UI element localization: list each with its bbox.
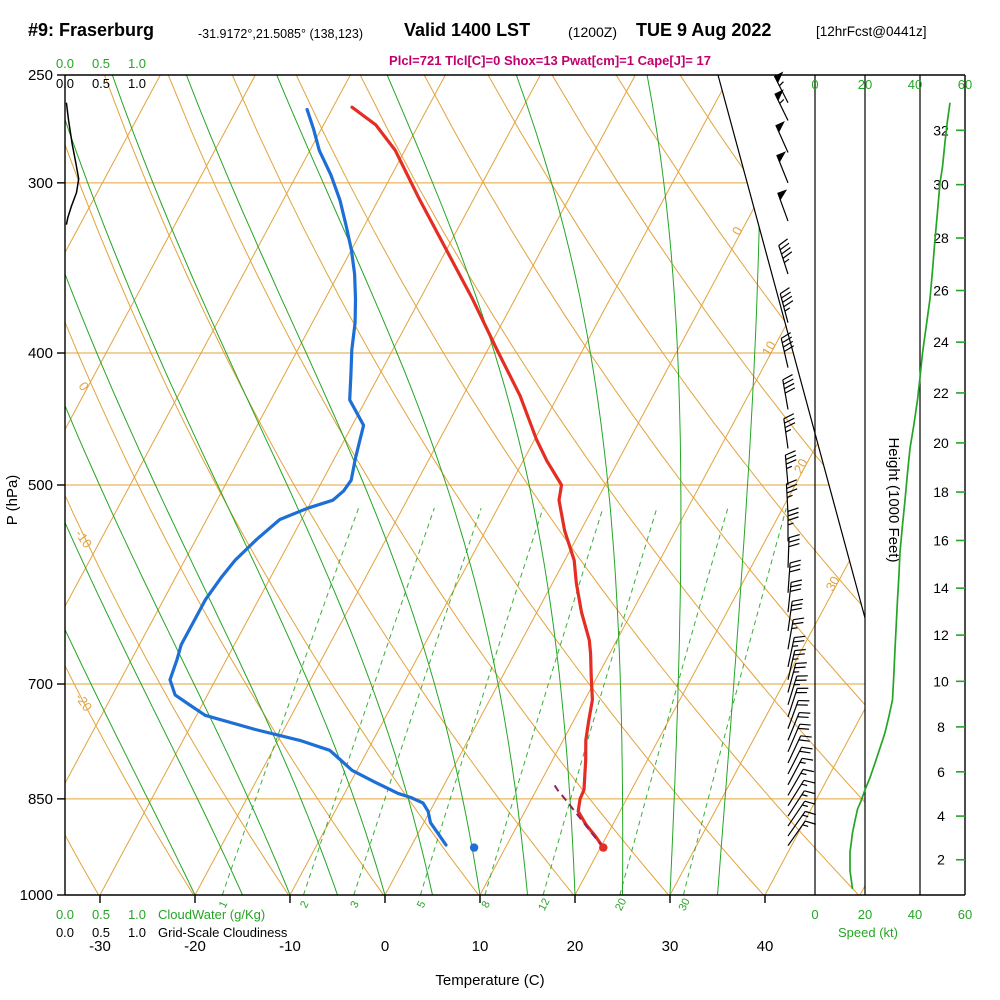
svg-text:Temperature (C): Temperature (C) — [435, 972, 544, 989]
dewpoint-trace — [168, 107, 448, 847]
svg-text:8: 8 — [479, 899, 492, 910]
svg-text:0: 0 — [811, 907, 818, 922]
svg-text:16: 16 — [933, 532, 949, 548]
surface-dewpoint-dot — [469, 843, 479, 852]
svg-text:0.0: 0.0 — [56, 76, 74, 91]
svg-text:12: 12 — [536, 896, 552, 912]
svg-text:10: 10 — [472, 938, 489, 955]
valid-time: Valid 1400 LST — [404, 20, 531, 40]
svg-text:12: 12 — [933, 627, 949, 643]
svg-text:40: 40 — [908, 907, 922, 922]
svg-text:30: 30 — [823, 574, 843, 594]
svg-text:5: 5 — [415, 899, 428, 910]
svg-text:40: 40 — [908, 77, 922, 92]
svg-text:0.0: 0.0 — [56, 925, 74, 940]
svg-text:400: 400 — [28, 345, 53, 362]
svg-text:P (hPa): P (hPa) — [4, 475, 21, 526]
svg-text:Speed (kt): Speed (kt) — [838, 925, 898, 940]
svg-text:20: 20 — [858, 907, 872, 922]
station-title: #9: Fraserburg — [28, 20, 155, 40]
svg-text:8: 8 — [937, 719, 945, 735]
parcel-trace — [552, 782, 605, 849]
svg-text:10: 10 — [933, 673, 949, 689]
valid-zulu: (1200Z) — [568, 24, 618, 40]
svg-text:20: 20 — [567, 938, 584, 955]
svg-text:30: 30 — [677, 896, 693, 912]
svg-text:6: 6 — [937, 764, 945, 780]
cloud-fraction-trace — [65, 102, 80, 225]
svg-text:300: 300 — [28, 175, 53, 192]
svg-text:0.5: 0.5 — [92, 76, 110, 91]
svg-text:22: 22 — [933, 385, 949, 401]
surface-temp-dot — [599, 843, 608, 852]
svg-text:4: 4 — [937, 808, 945, 824]
svg-text:CloudWater (g/Kg): CloudWater (g/Kg) — [158, 907, 265, 922]
svg-text:Height (1000 Feet): Height (1000 Feet) — [885, 437, 902, 562]
svg-text:20: 20 — [858, 77, 872, 92]
svg-text:18: 18 — [933, 484, 949, 500]
svg-text:0.5: 0.5 — [92, 56, 110, 71]
svg-text:0: 0 — [811, 77, 818, 92]
svg-text:2: 2 — [298, 899, 311, 910]
svg-text:30: 30 — [933, 177, 949, 193]
svg-text:20: 20 — [791, 456, 811, 476]
svg-text:40: 40 — [757, 938, 774, 955]
svg-text:2: 2 — [937, 852, 945, 868]
svg-text:0.5: 0.5 — [92, 925, 110, 940]
svg-text:60: 60 — [958, 77, 972, 92]
speed-scale: 0 0 20 20 40 40 60 60 Speed (kt) — [811, 77, 972, 940]
svg-text:0.0: 0.0 — [56, 907, 74, 922]
svg-text:24: 24 — [933, 334, 949, 350]
svg-text:30: 30 — [662, 938, 679, 955]
speed-trace — [849, 102, 951, 890]
svg-text:0: 0 — [75, 379, 91, 394]
svg-text:26: 26 — [933, 283, 949, 299]
svg-text:1.0: 1.0 — [128, 925, 146, 940]
svg-text:0: 0 — [381, 938, 389, 955]
svg-text:10: 10 — [759, 338, 779, 358]
valid-date: TUE 9 Aug 2022 — [636, 20, 772, 40]
traces — [65, 102, 951, 890]
svg-text:-20: -20 — [72, 690, 95, 714]
svg-text:3: 3 — [348, 899, 361, 910]
svg-text:500: 500 — [28, 477, 53, 494]
svg-text:-20: -20 — [184, 938, 206, 955]
svg-text:1: 1 — [217, 899, 230, 910]
svg-text:250: 250 — [28, 67, 53, 84]
svg-text:700: 700 — [28, 676, 53, 693]
grid-lines — [65, 75, 865, 895]
svg-text:1.0: 1.0 — [128, 76, 146, 91]
svg-text:850: 850 — [28, 791, 53, 808]
svg-text:60: 60 — [958, 907, 972, 922]
station-coords: -31.9172°,21.5085° (138,123) — [198, 27, 363, 41]
forecast-tag: [12hrFcst@0441z] — [816, 24, 927, 39]
svg-text:-30: -30 — [89, 938, 111, 955]
indices-line: Plcl=721 Tlcl[C]=0 Shox=13 Pwat[cm]=1 Ca… — [389, 53, 711, 68]
svg-text:0.0: 0.0 — [56, 56, 74, 71]
temperature-trace — [350, 105, 605, 850]
svg-text:0: 0 — [729, 224, 746, 238]
svg-text:1.0: 1.0 — [128, 907, 146, 922]
svg-text:14: 14 — [933, 580, 949, 596]
svg-text:-10: -10 — [279, 938, 301, 955]
cloud-scales: 0.0 0.0 0.0 0.0 0.5 0.5 0.5 0.5 1.0 1.0 1.0 1.0 Clou… — [56, 56, 288, 940]
svg-text:0.5: 0.5 — [92, 907, 110, 922]
svg-text:Grid-Scale Cloudiness: Grid-Scale Cloudiness — [158, 925, 288, 940]
svg-text:1.0: 1.0 — [128, 56, 146, 71]
wind-barbs — [773, 71, 816, 847]
svg-text:28: 28 — [933, 230, 949, 246]
svg-text:20: 20 — [613, 896, 629, 912]
svg-text:20: 20 — [933, 435, 949, 451]
svg-text:1000: 1000 — [20, 887, 53, 904]
